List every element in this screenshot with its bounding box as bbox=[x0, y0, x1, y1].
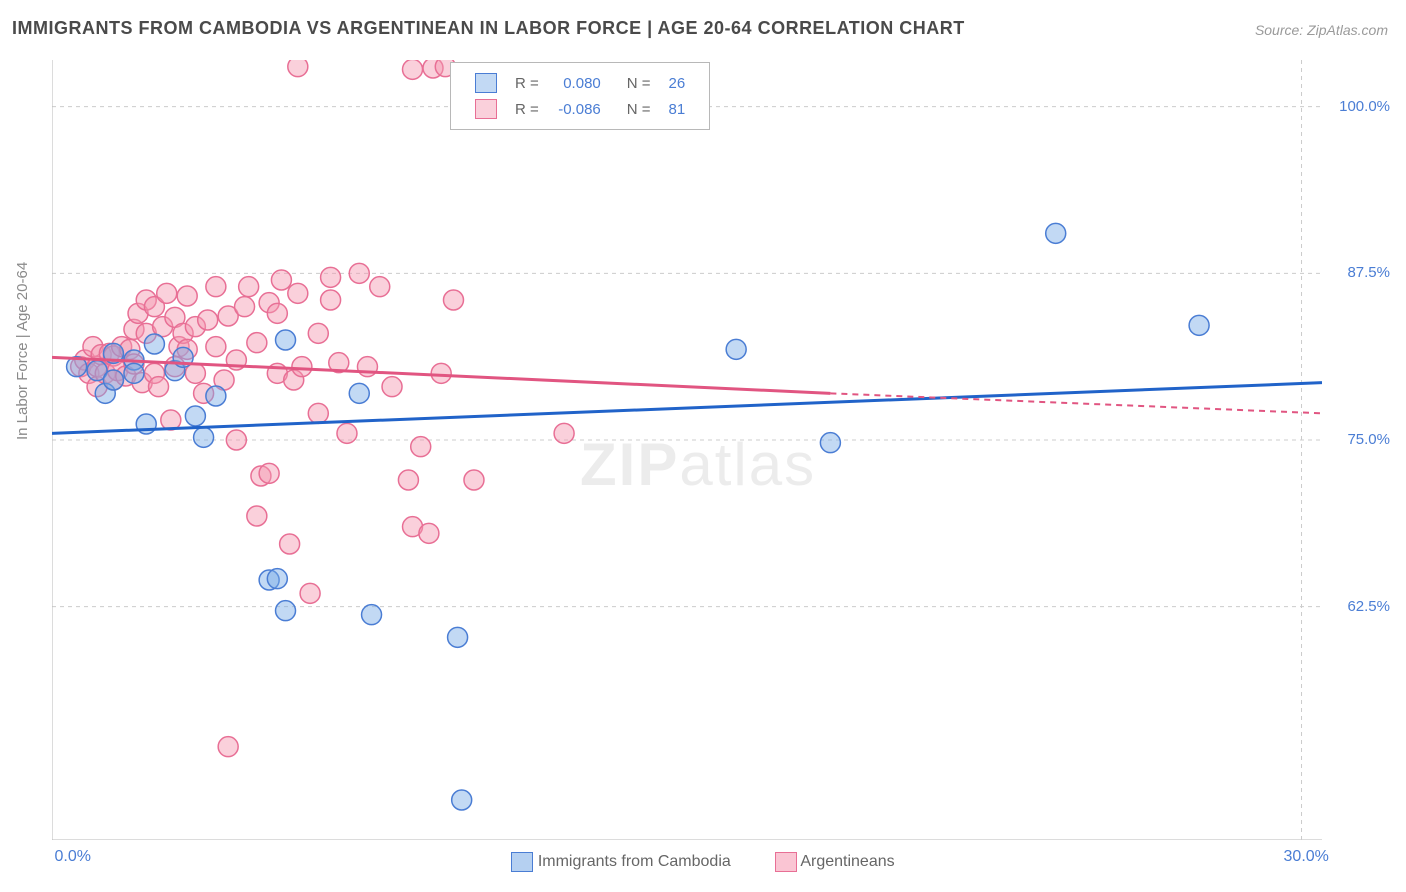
legend-row: R =0.080N =26 bbox=[467, 71, 693, 95]
legend-row: R =-0.086N =81 bbox=[467, 97, 693, 121]
chart-title: IMMIGRANTS FROM CAMBODIA VS ARGENTINEAN … bbox=[12, 18, 965, 39]
y-tick-label: 87.5% bbox=[1347, 264, 1390, 281]
y-tick-label: 100.0% bbox=[1339, 98, 1390, 115]
correlation-legend: R =0.080N =26R =-0.086N =81 bbox=[450, 62, 710, 130]
series-legend: Immigrants from Cambodia Argentineans bbox=[0, 852, 1406, 872]
series-legend-item: Argentineans bbox=[775, 853, 895, 870]
source-attribution: Source: ZipAtlas.com bbox=[1255, 22, 1388, 38]
series-legend-item: Immigrants from Cambodia bbox=[511, 853, 730, 870]
y-tick-label: 75.0% bbox=[1347, 431, 1390, 448]
y-axis-label: In Labor Force | Age 20-64 bbox=[14, 262, 31, 440]
y-tick-label: 62.5% bbox=[1347, 598, 1390, 615]
plot-area bbox=[52, 60, 1322, 840]
scatter-plot-svg bbox=[52, 60, 1322, 840]
